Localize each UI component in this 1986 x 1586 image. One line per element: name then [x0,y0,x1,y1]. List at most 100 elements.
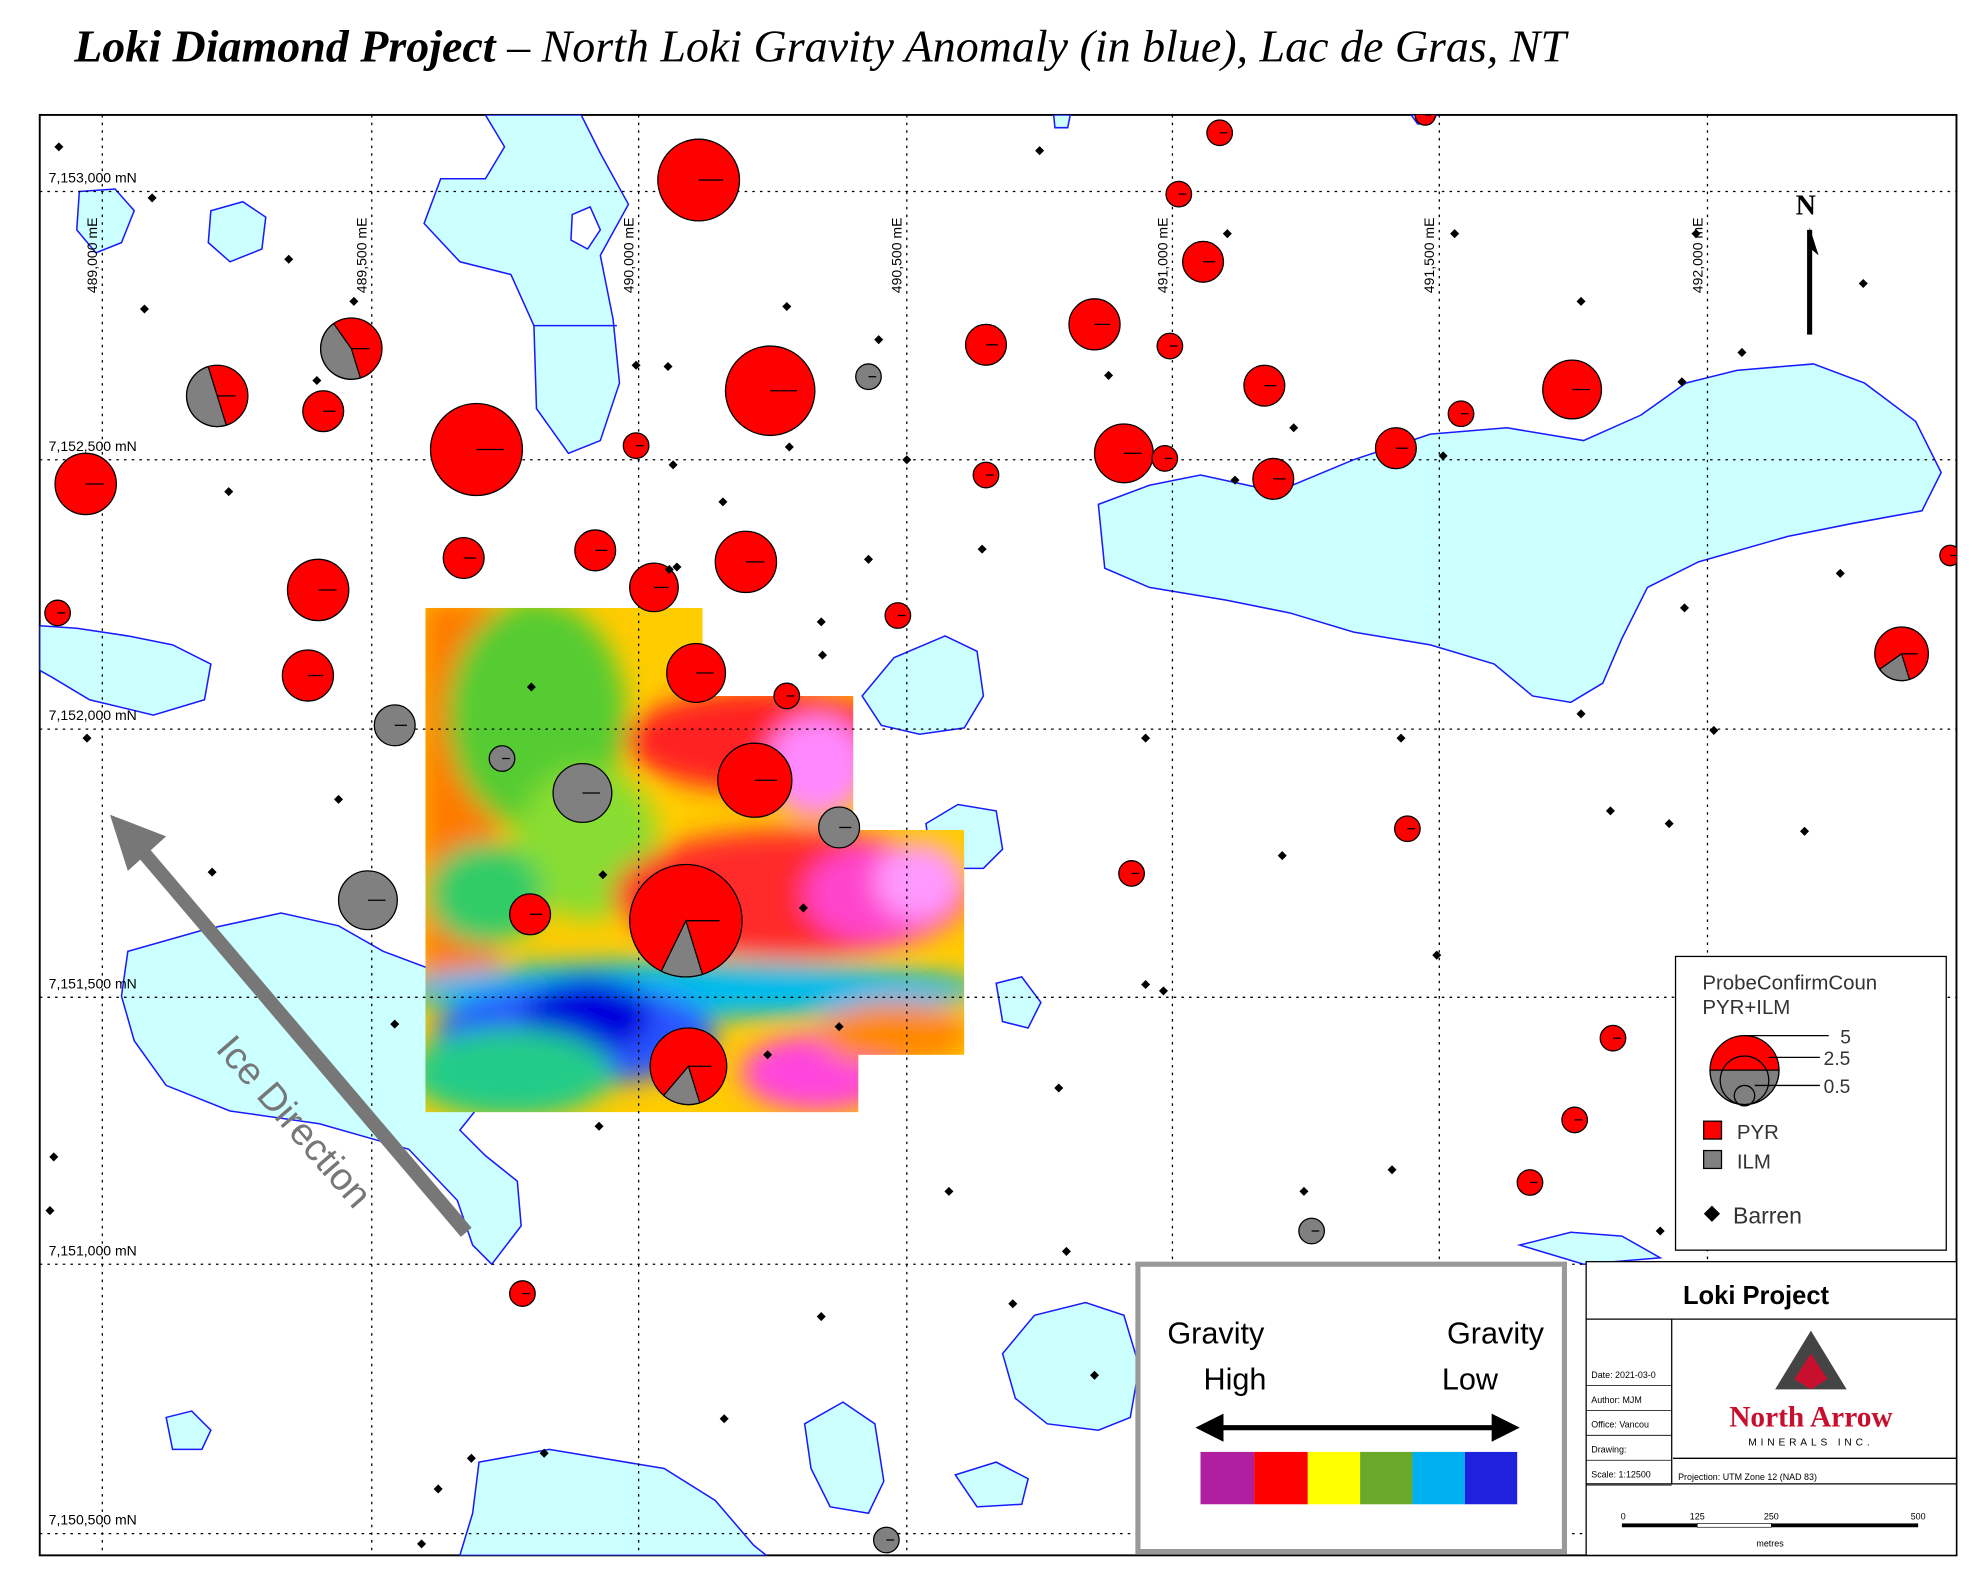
barren-sample [526,682,536,692]
north-label: N [1796,191,1816,222]
legend-size-label: 2.5 [1824,1049,1851,1070]
sample-pie [1414,114,1437,126]
scale-bar [1696,1523,1772,1528]
title-block-field: Author: MJM [1591,1395,1642,1405]
northing-label: 7,152,500 mN [49,438,137,454]
sample-pie [302,390,345,433]
title-block-fields: Date: 2021-03-0 Author: MJM Office: Vancou… [1586,1370,1672,1486]
lake [423,114,630,455]
gravity-color [1307,1451,1361,1505]
project-name: Loki Diamond Project [73,20,497,71]
ice-arrow-shaft [135,844,472,1237]
legend-size-label: 5 [1840,1027,1851,1048]
sample-pie [281,649,335,702]
northing-label: 7,152,000 mN [49,707,137,723]
sample-pie-wedge [662,1064,701,1106]
lake [954,1461,1030,1508]
gravity-high-label: High [1203,1362,1266,1396]
legend-item: PYR [1737,1122,1779,1144]
barren-sample [594,1121,604,1131]
gravity-legend: Gravity High Gravity Low [1135,1261,1567,1555]
gravity-low-label: Low [1442,1362,1499,1396]
legend-item: Barren [1733,1202,1802,1228]
barren-sample [784,442,794,452]
lake [995,976,1042,1029]
northing-label: 7,151,000 mN [49,1242,137,1258]
sample-pie-wedge [1878,652,1911,682]
barren-sample [1299,1186,1309,1196]
symbol-legend: ProbeConfirmCoun PYR+ILM 5 2.5 0.5 PYR I… [1674,955,1947,1251]
barren-sample [664,565,674,575]
easting-label: 492,000 mE [1689,218,1705,294]
legend-swatch [1702,1149,1723,1170]
gravity-arrow-head [1195,1413,1224,1442]
barren-sample [139,304,149,314]
projection: Projection: UTM Zone 12 (NAD 83) [1678,1472,1817,1482]
easting-label: 489,500 mE [354,218,370,294]
sample-pie [1206,119,1234,147]
lake [459,1448,768,1556]
north-arrow: N [1796,191,1819,335]
title-block-title: Loki Project [1683,1282,1830,1310]
gravity-legend-box [1135,1261,1567,1555]
title-block: Loki Project Date: 2021-03-0 Author: MJM O… [1585,1261,1958,1556]
sample-pie-wedge [660,918,704,978]
lake [570,205,602,251]
barren-sample [718,497,728,507]
barren-sample [944,1186,954,1196]
barren-sample [631,360,641,370]
lake [165,1410,212,1451]
map-subtitle: – North Loki Gravity Anomaly (in blue), … [496,20,1570,71]
legend-subtitle: PYR+ILM [1702,997,1790,1019]
sample-pie [442,536,485,580]
sample-pie [1374,427,1417,470]
lake [1001,1301,1140,1431]
map-content: 489,000 mE 489,500 mE 490,000 mE 490,500 mE… [39,114,1957,1556]
northing-label: 7,153,000 mN [49,170,137,186]
easting-label: 491,500 mE [1421,218,1437,294]
sample-pie [1939,544,1957,567]
barren-sample [284,254,294,264]
barren-sample [224,487,234,497]
northing-label: 7,151,500 mN [49,975,137,991]
company-name: North Arrow [1729,1401,1893,1433]
barren-sample [672,562,682,572]
barren-sample [798,903,808,913]
barren-sample [763,1050,773,1060]
barren-sample [334,794,344,804]
scale-label: 250 [1764,1512,1779,1522]
title-block-field: Date: 2021-03-0 [1591,1370,1656,1380]
easting-label: 489,000 mE [84,218,100,294]
lake [39,624,212,716]
company-subtitle: MINERALS INC. [1748,1438,1873,1449]
sample-pie [1252,457,1295,500]
scale-unit: metres [1756,1538,1784,1548]
barren-sample [390,1019,400,1029]
easting-label: 490,500 mE [889,218,905,294]
lake [803,1401,885,1515]
barren-sample [663,361,673,372]
barren-sample [816,617,826,627]
sample-symbols [44,114,1957,1554]
easting-label: 490,000 mE [621,218,637,294]
barren-sample [782,301,792,311]
lake [1516,1231,1663,1265]
legend-item: ILM [1737,1151,1771,1173]
barren-sample [818,650,828,660]
sample-pie [629,562,679,613]
scale-label: 125 [1690,1512,1705,1522]
sample-pie [1093,423,1154,484]
ice-arrow-head [109,814,167,871]
lake [1097,363,1943,704]
barren-sample [863,554,874,564]
sample-pie-wedge [320,322,362,380]
scale-labels: 0 125 250 500 [1621,1512,1926,1522]
grid: 489,000 mE 489,500 mE 490,000 mE 490,500 mE… [39,114,1957,1556]
barren-sample [312,376,322,386]
gravity-high-label: Gravity [1167,1316,1265,1350]
barren-sample [1141,980,1151,990]
lake [1052,114,1072,129]
map-title: Loki Diamond Project – North Loki Gravit… [73,20,1569,71]
scale-label: 500 [1911,1512,1926,1522]
